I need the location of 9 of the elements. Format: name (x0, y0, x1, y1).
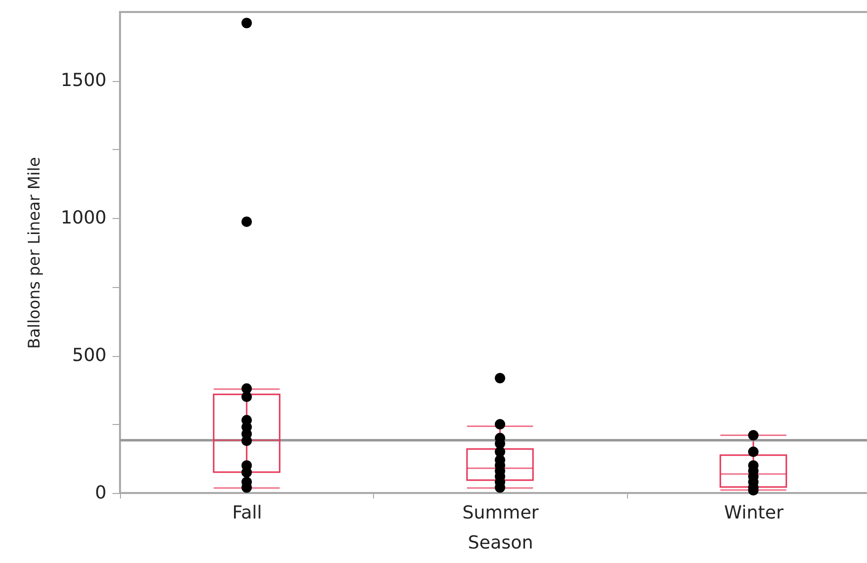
x-axis-title: Season (468, 532, 534, 554)
y-tick-label: 1000 (60, 208, 106, 229)
y-tick-label: 500 (72, 345, 106, 366)
x-tick-label: Winter (724, 502, 784, 524)
y-axis-title: Balloons per Linear Mile (24, 157, 44, 349)
x-tick-label: Fall (232, 502, 262, 524)
x-tick-label: Summer (462, 502, 540, 524)
y-tick-label: 1500 (60, 70, 106, 92)
y-tick-label: 0 (95, 482, 106, 504)
